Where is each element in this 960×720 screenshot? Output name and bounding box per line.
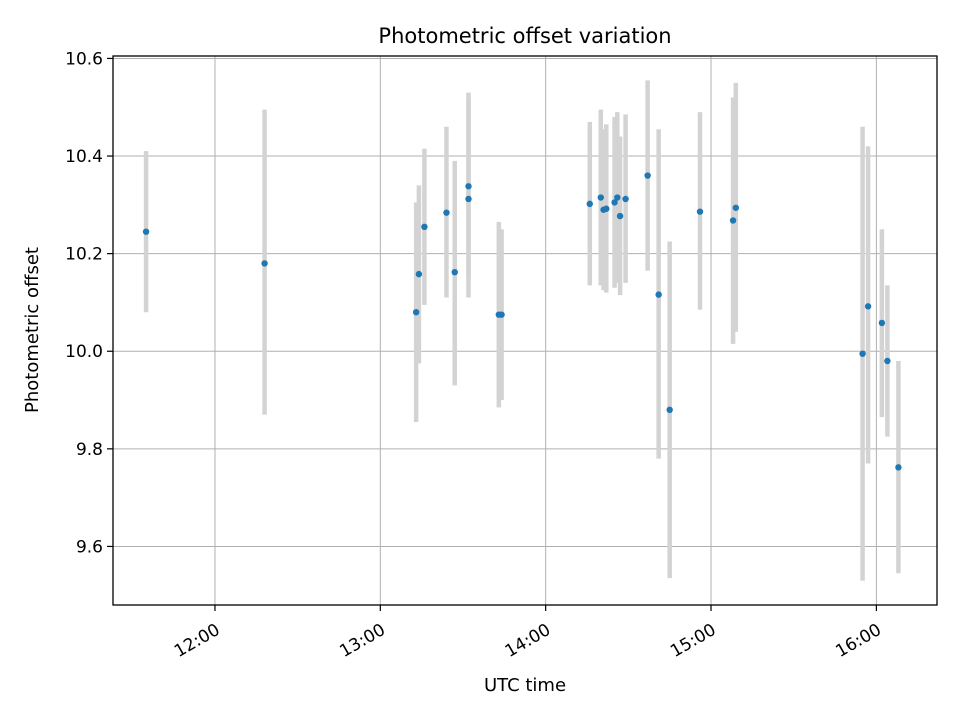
data-point	[895, 464, 902, 471]
data-point	[465, 183, 472, 190]
y-tick-label: 10.6	[65, 49, 103, 69]
data-point	[415, 270, 423, 278]
data-point	[142, 228, 150, 235]
data-point	[732, 204, 740, 211]
y-tick-label: 9.6	[76, 537, 103, 557]
data-point	[451, 268, 458, 276]
y-axis-ticks: 9.6 9.8 10.0 10.2 10.4 10.6	[65, 49, 113, 557]
data-point	[421, 223, 428, 230]
data-point	[614, 194, 621, 201]
data-point	[884, 357, 891, 365]
data-point	[644, 172, 651, 179]
y-axis-label: Photometric offset	[22, 247, 43, 413]
data-point	[696, 208, 704, 215]
y-tick-label: 10.4	[65, 147, 103, 167]
data-point	[443, 209, 450, 216]
y-tick-label: 10.0	[65, 342, 103, 362]
data-point	[611, 199, 618, 206]
data-point	[498, 311, 505, 318]
data-point	[597, 194, 604, 201]
data-point	[586, 200, 593, 208]
data-points	[142, 172, 902, 471]
data-point	[878, 319, 886, 327]
data-point	[666, 406, 673, 413]
plot-area-frame	[112, 55, 938, 606]
data-point	[603, 205, 610, 212]
grid	[113, 56, 937, 605]
data-point	[655, 291, 662, 298]
chart-title: Photometric offset variation	[378, 24, 671, 48]
data-point	[261, 260, 268, 267]
data-point	[729, 217, 737, 224]
data-point	[465, 195, 472, 203]
data-point	[622, 195, 629, 203]
x-axis-label: UTC time	[484, 675, 566, 696]
data-point	[864, 303, 872, 310]
y-tick-label: 10.2	[65, 245, 103, 265]
data-point	[616, 212, 624, 220]
y-tick-label: 9.8	[76, 440, 103, 460]
data-point	[412, 309, 420, 316]
data-point	[859, 350, 866, 357]
